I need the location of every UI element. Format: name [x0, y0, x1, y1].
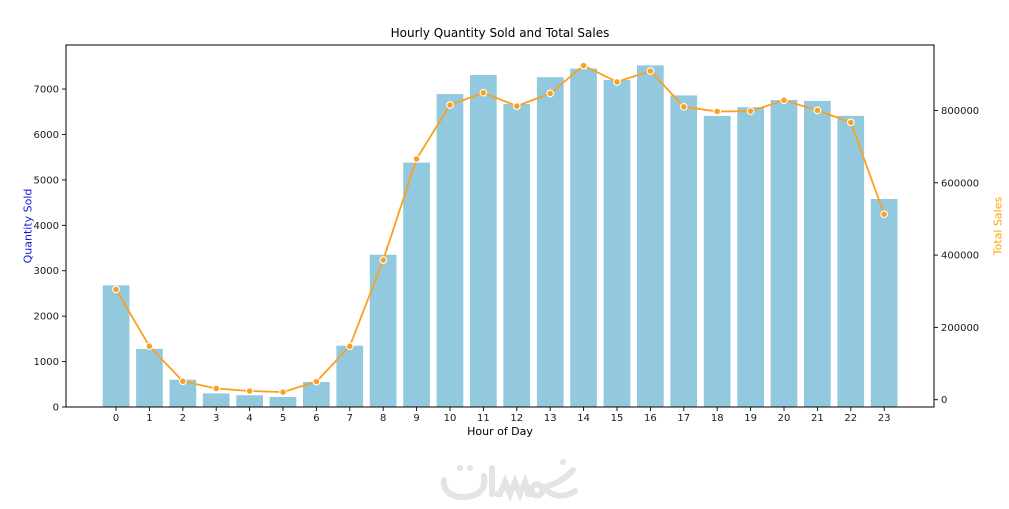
x-tick-label: 6 — [313, 413, 319, 424]
bar-hour-11 — [470, 75, 497, 407]
x-tick-label: 19 — [744, 413, 757, 424]
bar-hour-15 — [603, 80, 631, 407]
x-tick-label: 2 — [180, 413, 186, 424]
left-tick-label: 5000 — [34, 175, 59, 186]
bar-hour-20 — [770, 100, 798, 407]
left-tick-label: 3000 — [34, 266, 59, 277]
x-tick-label: 23 — [878, 413, 891, 424]
marker-hour-18 — [713, 107, 722, 116]
right-tick-label: 0 — [941, 395, 947, 406]
x-tick-label: 12 — [510, 413, 523, 424]
marker-hour-21 — [813, 106, 822, 115]
x-tick-label: 3 — [213, 413, 219, 424]
right-tick-label: 600000 — [941, 178, 979, 189]
bar-hour-0 — [102, 285, 130, 407]
bar-hour-23 — [870, 199, 898, 407]
bar-hour-4 — [236, 395, 263, 407]
axis-ticks: 0 1000 2000 3000 4000 5000 6000 7000 0 200000 4000… — [34, 85, 980, 424]
marker-hour-20 — [780, 96, 788, 105]
x-tick-label: 18 — [711, 413, 724, 424]
bar-hour-14 — [570, 68, 597, 407]
x-tick-label: 21 — [811, 413, 824, 424]
marker-hour-5 — [279, 388, 287, 396]
line-total-sales — [115, 64, 886, 394]
marker-hour-1 — [145, 342, 154, 351]
plot-border — [65, 44, 935, 408]
marker-hour-0 — [112, 285, 120, 294]
marker-hour-3 — [212, 384, 221, 393]
x-tick-label: 4 — [246, 413, 252, 424]
bar-hour-10 — [436, 94, 464, 407]
chart-title: Hourly Quantity Sold and Total Sales — [390, 26, 610, 40]
left-y-axis-label: Quantity Sold — [21, 188, 35, 264]
x-tick-label: 17 — [677, 413, 690, 424]
watermark-logo — [440, 459, 578, 502]
bar-hour-12 — [503, 104, 531, 407]
bar-hour-8 — [369, 254, 397, 407]
x-tick-label: 8 — [380, 413, 386, 424]
marker-hour-8 — [379, 256, 388, 264]
x-tick-label: 9 — [413, 413, 419, 424]
bar-hour-22 — [837, 115, 865, 408]
x-tick-label: 15 — [611, 413, 624, 424]
marker-hour-23 — [880, 210, 889, 219]
bar-hour-16 — [637, 65, 664, 408]
bar-hour-19 — [737, 107, 764, 407]
marker-hour-16 — [646, 67, 655, 75]
x-tick-label: 16 — [644, 413, 657, 424]
left-tick-label: 1000 — [34, 357, 59, 368]
marker-hour-9 — [412, 155, 421, 163]
x-axis-label: Hour of Day — [467, 425, 533, 438]
bar-hour-18 — [703, 115, 731, 408]
marker-hour-12 — [512, 102, 521, 110]
bar-hour-21 — [804, 100, 831, 408]
right-y-axis-label: Total Sales — [991, 196, 1005, 256]
marker-hour-17 — [679, 102, 688, 111]
x-tick-label: 22 — [844, 413, 857, 424]
left-tick-label: 4000 — [34, 221, 59, 232]
left-tick-label: 0 — [53, 403, 59, 414]
x-tick-label: 5 — [280, 413, 286, 424]
bar-hour-17 — [670, 95, 698, 408]
marker-hour-13 — [546, 89, 555, 98]
x-tick-label: 10 — [444, 413, 457, 424]
bar-hour-6 — [303, 382, 330, 407]
marker-hour-11 — [479, 88, 488, 97]
marker-hour-10 — [446, 101, 454, 109]
bar-hour-9 — [403, 162, 430, 407]
bar-hour-1 — [136, 348, 163, 407]
x-tick-label: 14 — [577, 413, 590, 424]
left-tick-label: 6000 — [34, 130, 59, 141]
right-tick-label: 800000 — [941, 106, 979, 117]
marker-hour-22 — [846, 118, 855, 127]
x-tick-label: 20 — [778, 413, 791, 424]
right-tick-label: 400000 — [941, 251, 979, 262]
marker-hour-15 — [613, 78, 621, 86]
x-tick-label: 0 — [113, 413, 119, 424]
left-tick-label: 2000 — [34, 312, 59, 323]
x-tick-label: 1 — [146, 413, 152, 424]
line-markers — [112, 61, 889, 396]
bar-hour-5 — [269, 397, 297, 407]
left-tick-label: 7000 — [34, 85, 59, 96]
right-tick-label: 200000 — [941, 323, 979, 334]
x-tick-label: 7 — [347, 413, 353, 424]
bars-quantity-sold — [102, 65, 898, 408]
x-tick-label: 13 — [544, 413, 557, 424]
bar-hour-13 — [536, 77, 564, 407]
marker-hour-14 — [579, 61, 588, 70]
marker-hour-19 — [746, 107, 755, 116]
marker-hour-2 — [178, 377, 187, 386]
marker-hour-7 — [345, 342, 354, 351]
marker-hour-4 — [245, 387, 254, 395]
bar-hour-3 — [202, 393, 230, 407]
x-tick-label: 11 — [477, 413, 490, 424]
marker-hour-6 — [312, 377, 321, 386]
